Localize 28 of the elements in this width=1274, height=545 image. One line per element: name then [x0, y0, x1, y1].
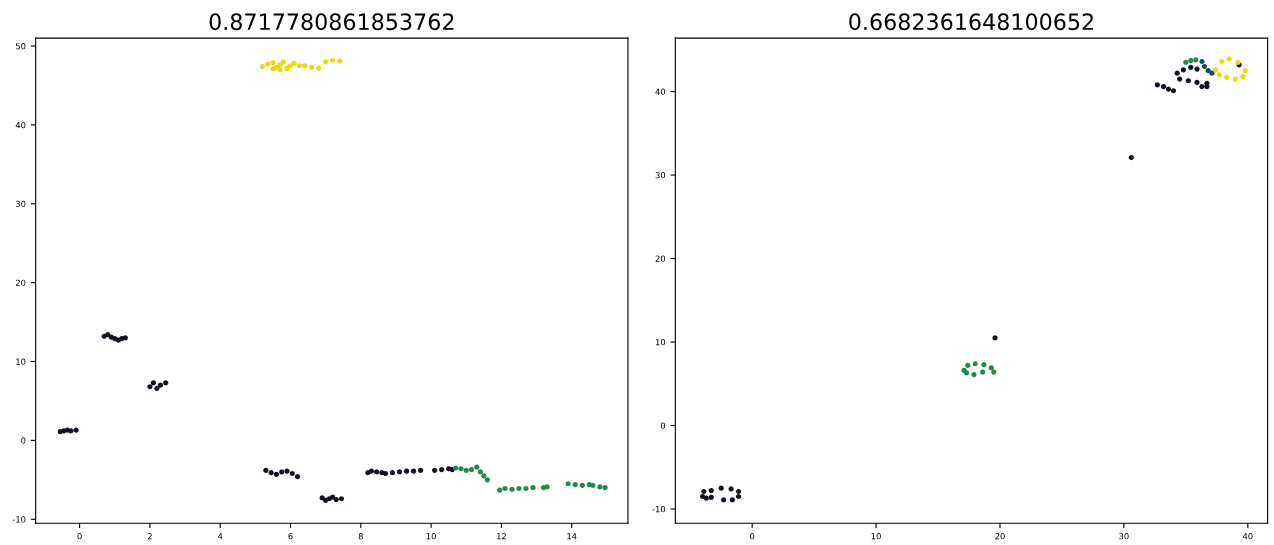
x-tick-label: 20 — [995, 533, 1005, 540]
y-tick-label: 30 — [655, 172, 666, 179]
x-tick-label: 10 — [426, 533, 436, 540]
chart-title: 0.8717780861853762 — [209, 13, 454, 31]
y-tick-label: 40 — [655, 88, 666, 95]
x-tick-label: 10 — [871, 533, 881, 540]
y-tick-label: 40 — [15, 121, 26, 129]
y-tick-label: 50 — [15, 43, 26, 50]
y-tick-label: -10 — [12, 516, 26, 523]
x-tick-label: 6 — [288, 533, 293, 540]
x-tick-label: 14 — [567, 533, 577, 540]
y-tick-label: 20 — [655, 255, 666, 262]
x-tick-label: 12 — [497, 533, 506, 540]
y-tick-label: 30 — [15, 200, 26, 208]
x-tick-label: 40 — [1242, 533, 1253, 540]
x-tick-label: 2 — [147, 533, 152, 540]
x-tick-label: 8 — [358, 533, 363, 540]
y-tick-label: 0 — [660, 422, 666, 429]
y-tick-label: 10 — [16, 358, 26, 365]
x-tick-label: 4 — [217, 533, 223, 540]
y-tick-label: 10 — [655, 339, 666, 346]
y-tick-label: 0 — [21, 437, 26, 444]
x-tick-label: 0 — [750, 533, 755, 540]
y-tick-label: -10 — [652, 505, 666, 513]
chart-title: 0.6682361648100652 — [849, 13, 1093, 31]
x-tick-label: 30 — [1119, 533, 1129, 540]
y-tick-label: 20 — [15, 279, 26, 286]
x-tick-label: 0 — [77, 533, 82, 540]
